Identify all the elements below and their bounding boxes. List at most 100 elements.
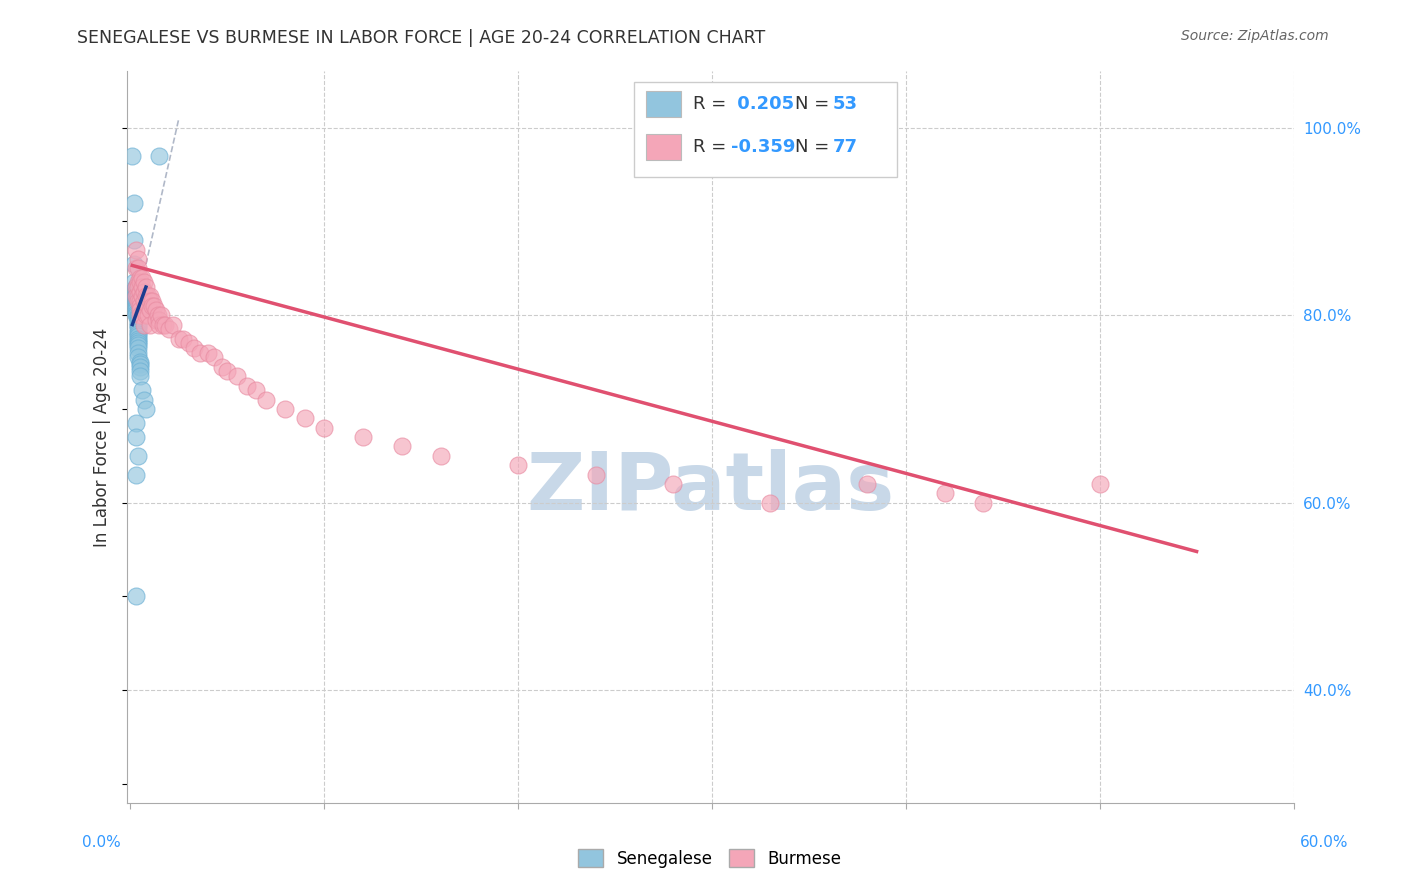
Point [162, 318, 184, 332]
Point [125, 294, 148, 309]
Point [127, 338, 149, 352]
Point [139, 303, 162, 318]
Point [135, 280, 157, 294]
Point [856, 477, 879, 491]
Point [125, 306, 148, 320]
Point [352, 430, 374, 444]
Point [254, 392, 277, 407]
Point [124, 257, 146, 271]
Point [132, 318, 155, 332]
Point [125, 285, 148, 299]
Point [125, 294, 148, 309]
Point [129, 285, 152, 299]
Point [177, 336, 200, 351]
Point [125, 280, 148, 294]
Point [127, 332, 149, 346]
FancyBboxPatch shape [634, 82, 897, 178]
Point [662, 477, 685, 491]
Point [148, 149, 170, 163]
Point [125, 296, 148, 310]
Point [129, 299, 152, 313]
Point [127, 328, 149, 343]
Point [141, 299, 163, 313]
Point [127, 449, 149, 463]
Point [139, 318, 162, 332]
Point [124, 195, 146, 210]
Point [125, 280, 148, 294]
Point [135, 401, 157, 416]
Point [129, 369, 152, 384]
Point [125, 285, 148, 299]
Point [129, 303, 152, 318]
Point [127, 310, 149, 324]
Point [127, 289, 149, 303]
Point [125, 289, 148, 303]
Point [125, 301, 148, 315]
Bar [645, 91, 681, 118]
Bar [645, 134, 681, 160]
Point [294, 411, 316, 425]
Point [125, 308, 148, 322]
Point [314, 420, 336, 434]
Point [131, 383, 153, 397]
Point [155, 318, 177, 332]
Point [125, 289, 148, 303]
Point [125, 289, 148, 303]
Point [125, 291, 148, 305]
Point [429, 449, 451, 463]
Point [245, 383, 267, 397]
Point [135, 308, 157, 322]
Text: ZIPatlas: ZIPatlas [526, 450, 894, 527]
Point [934, 486, 956, 500]
Text: 77: 77 [832, 137, 858, 156]
Point [136, 308, 159, 322]
Point [129, 355, 152, 369]
Point [145, 313, 167, 327]
Legend: Senegalese, Burmese: Senegalese, Burmese [578, 849, 842, 868]
Point [132, 276, 155, 290]
Point [125, 467, 148, 482]
Point [132, 294, 155, 309]
Point [139, 294, 162, 309]
Point [127, 351, 149, 365]
Point [759, 496, 782, 510]
Point [129, 270, 152, 285]
Text: N =: N = [796, 95, 835, 113]
Point [508, 458, 530, 473]
Point [125, 243, 148, 257]
Point [274, 401, 297, 416]
Point [202, 351, 225, 365]
Text: 53: 53 [832, 95, 858, 113]
Point [585, 467, 607, 482]
Point [125, 430, 148, 444]
Point [127, 345, 149, 359]
Point [125, 299, 148, 313]
Point [129, 308, 152, 322]
Point [188, 345, 211, 359]
Point [141, 294, 163, 309]
Point [391, 440, 413, 454]
Point [127, 336, 149, 351]
Point [127, 280, 149, 294]
Point [132, 392, 155, 407]
Point [136, 299, 159, 313]
Text: -0.359: -0.359 [731, 137, 796, 156]
Point [157, 322, 180, 336]
Point [139, 289, 162, 303]
Point [125, 289, 148, 303]
Point [125, 590, 148, 604]
Point [135, 289, 157, 303]
Point [127, 276, 149, 290]
Point [127, 319, 149, 334]
Point [127, 341, 149, 355]
Point [125, 416, 148, 430]
Point [127, 261, 149, 276]
Point [131, 308, 153, 322]
Point [145, 303, 167, 318]
Text: 0.205: 0.205 [731, 95, 794, 113]
Point [127, 315, 149, 329]
Point [150, 308, 173, 322]
Text: N =: N = [796, 137, 835, 156]
Point [125, 261, 148, 276]
Point [131, 270, 153, 285]
